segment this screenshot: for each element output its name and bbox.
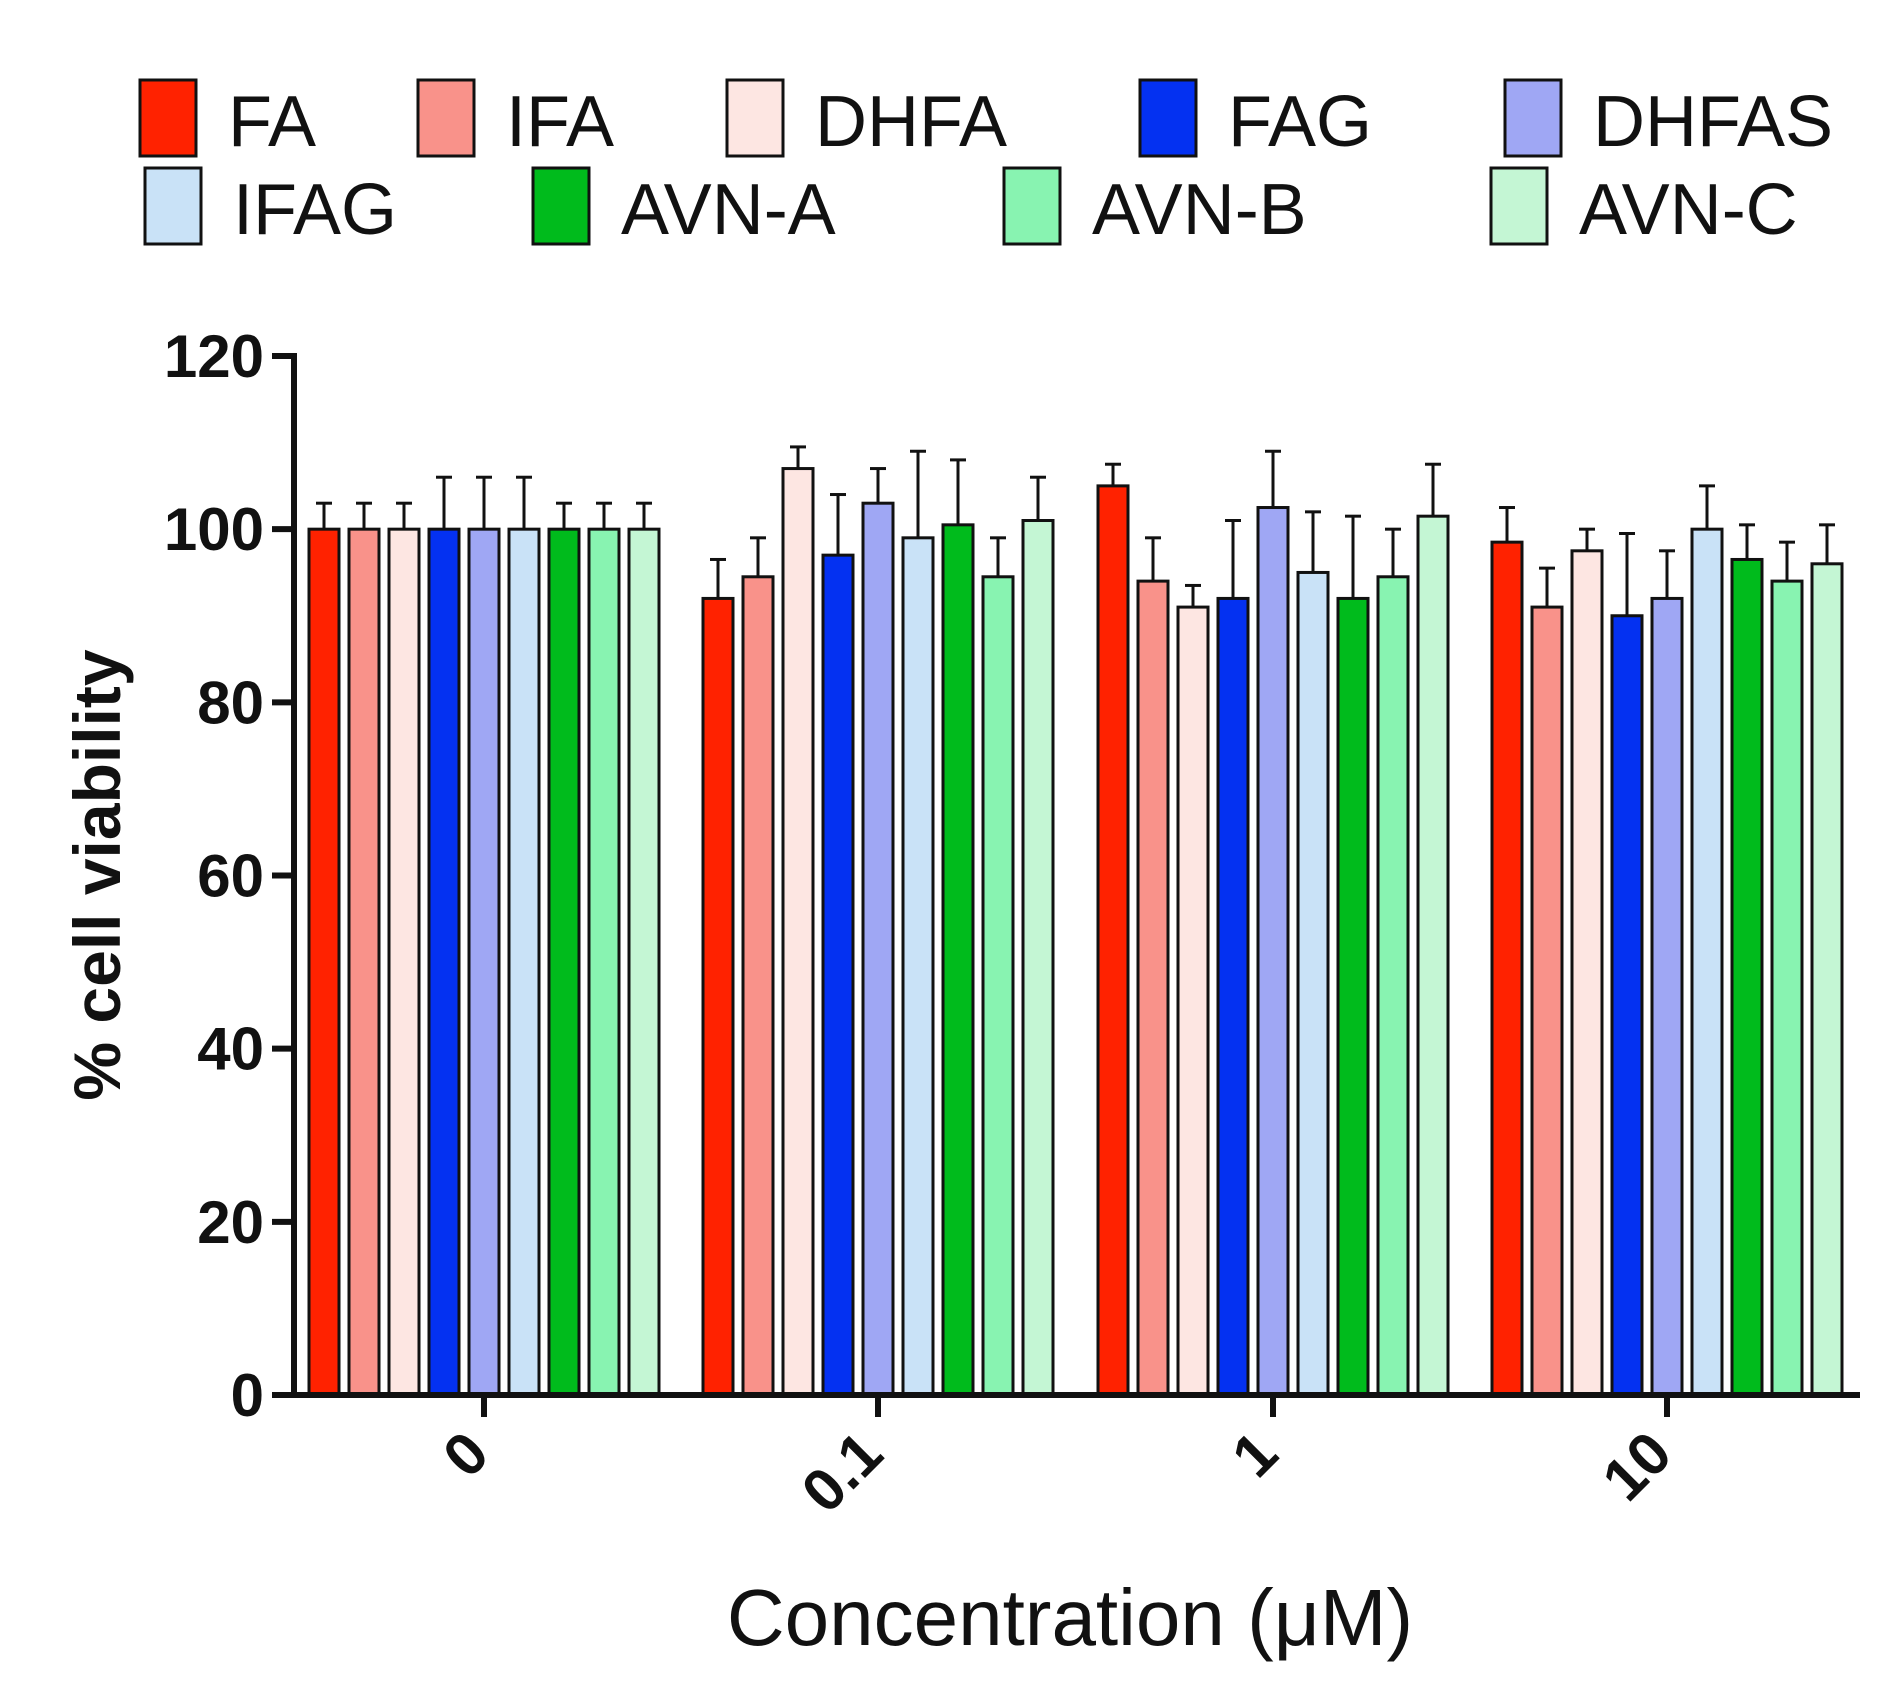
bar-dhfa-1: [1176, 605, 1210, 1397]
legend-swatch: [1002, 166, 1062, 246]
bar-dhfas-1: [1256, 506, 1290, 1397]
bar-ifa-0: [347, 527, 381, 1397]
legend-swatch: [1489, 166, 1549, 246]
legend-swatch: [531, 166, 591, 246]
bar-avn-c-0_1: [1021, 519, 1055, 1397]
legend-label: DHFA: [815, 82, 1007, 162]
legend-item-avn-c: AVN-C: [1489, 166, 1798, 250]
bar-fa-10: [1490, 540, 1524, 1397]
x-tick-label: 0.1: [789, 1419, 895, 1525]
bar-ifa-10: [1530, 605, 1564, 1397]
y-axis-title: % cell viability: [60, 649, 134, 1100]
legend-label: AVN-A: [621, 170, 836, 250]
bar-ifag-0_1: [901, 536, 935, 1397]
legend-item-dhfas: DHFAS: [1503, 78, 1833, 162]
legend-item-ifag: IFAG: [143, 166, 397, 250]
legend-label: IFA: [506, 82, 614, 162]
legend-swatch: [1503, 78, 1563, 158]
bar-ifa-1: [1136, 579, 1170, 1397]
legend: FA IFA DHFA FAG DHFAS IFAG AVN-A AVN-B AVN-C: [138, 78, 1833, 250]
bar-avn-a-10: [1730, 557, 1764, 1397]
bar-avn-c-10: [1810, 562, 1844, 1397]
legend-item-fag: FAG: [1138, 78, 1372, 162]
bar-avn-b-1: [1376, 575, 1410, 1397]
y-tick-label: 0: [231, 1362, 264, 1429]
y-tick-label: 60: [197, 843, 264, 910]
legend-label: FAG: [1228, 82, 1372, 162]
x-tick-label: 0: [430, 1419, 501, 1490]
bar-avn-c-0: [627, 527, 661, 1397]
bar-avn-c-1: [1416, 514, 1450, 1397]
bar-fag-1: [1216, 596, 1250, 1397]
y-tick-label: 80: [197, 669, 264, 736]
x-tick-label: 10: [1590, 1419, 1685, 1514]
bar-ifag-1: [1296, 570, 1330, 1397]
legend-label: DHFAS: [1593, 82, 1833, 162]
x-tick-label: 1: [1219, 1419, 1290, 1490]
legend-label: AVN-B: [1092, 170, 1307, 250]
legend-swatch: [416, 78, 476, 158]
bar-dhfas-10: [1650, 596, 1684, 1397]
bar-dhfa-0: [387, 527, 421, 1397]
bar-dhfa-10: [1570, 549, 1604, 1397]
bar-fag-0: [427, 527, 461, 1397]
legend-item-dhfa: DHFA: [725, 78, 1007, 162]
bar-ifa-0_1: [741, 575, 775, 1397]
bar-avn-a-1: [1336, 596, 1370, 1397]
bar-avn-a-0: [547, 527, 581, 1397]
x-axis-title: Concentration (μM): [727, 1573, 1413, 1662]
bar-avn-b-10: [1770, 579, 1804, 1397]
bar-ifag-0: [507, 527, 541, 1397]
bar-avn-b-0_1: [981, 575, 1015, 1397]
bar-avn-a-0_1: [941, 523, 975, 1397]
legend-swatch: [138, 78, 198, 158]
bar-fa-0: [307, 527, 341, 1397]
bar-fa-0_1: [701, 596, 735, 1397]
legend-label: FA: [228, 82, 316, 162]
legend-item-avn-b: AVN-B: [1002, 166, 1307, 250]
bar-avn-b-0: [587, 527, 621, 1397]
bar-fag-10: [1610, 614, 1644, 1397]
y-tick-label: 120: [164, 323, 264, 390]
legend-item-avn-a: AVN-A: [531, 166, 836, 250]
legend-swatch: [1138, 78, 1198, 158]
y-ticks: 0 20 40 60 80 100 120: [164, 323, 294, 1429]
y-tick-label: 40: [197, 1016, 264, 1083]
y-tick-label: 100: [164, 496, 264, 563]
bar-dhfas-0_1: [861, 501, 895, 1397]
legend-label: AVN-C: [1579, 170, 1798, 250]
legend-swatch: [725, 78, 785, 158]
bar-fag-0_1: [821, 553, 855, 1397]
bars: [307, 445, 1844, 1397]
legend-item-fa: FA: [138, 78, 316, 162]
legend-item-ifa: IFA: [416, 78, 614, 162]
x-ticks: 0 0.1 1 10: [430, 1395, 1684, 1525]
bar-fa-1: [1096, 484, 1130, 1397]
bar-dhfas-0: [467, 527, 501, 1397]
y-tick-label: 20: [197, 1189, 264, 1256]
bar-dhfa-0_1: [781, 467, 815, 1397]
bar-ifag-10: [1690, 527, 1724, 1397]
legend-label: IFAG: [233, 170, 397, 250]
legend-swatch: [143, 166, 203, 246]
